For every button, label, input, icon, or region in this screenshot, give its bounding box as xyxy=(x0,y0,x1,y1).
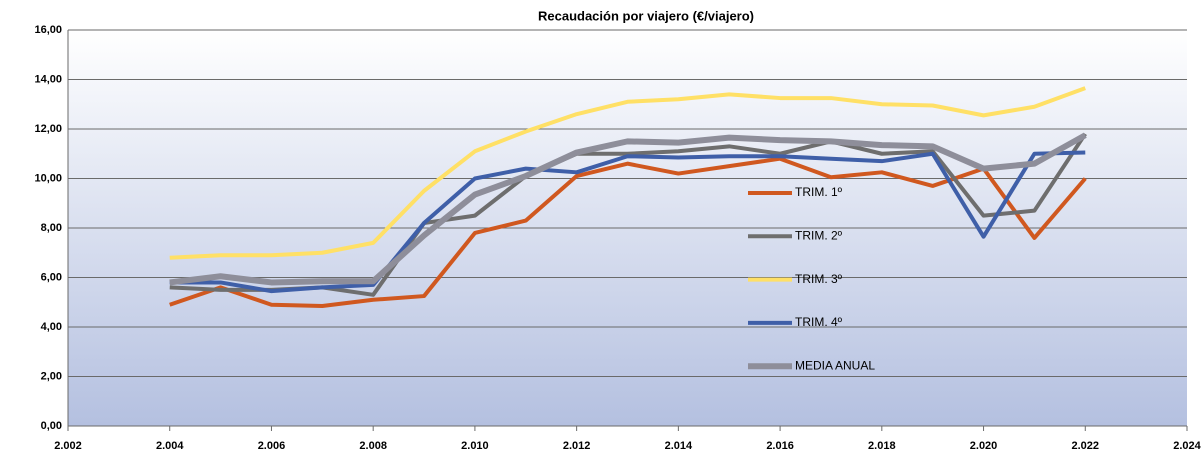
x-tick-label: 2.012 xyxy=(563,440,591,452)
series-line xyxy=(169,156,1087,308)
y-tick-label: 4,00 xyxy=(41,321,62,333)
y-tick-label: 14,00 xyxy=(34,73,62,85)
y-tick-label: 6,00 xyxy=(41,271,62,283)
x-tick-label: 2.008 xyxy=(359,440,387,452)
y-tick-label: 0,00 xyxy=(41,420,62,432)
y-tick-label: 12,00 xyxy=(34,123,62,135)
legend-label: TRIM. 3º xyxy=(795,272,843,286)
x-tick-label: 2.004 xyxy=(156,440,184,452)
y-tick-label: 2,00 xyxy=(41,370,62,382)
series-line xyxy=(169,150,1086,294)
y-tick-label: 16,00 xyxy=(34,24,62,36)
series-line xyxy=(169,132,1087,286)
x-tick-label: 2.002 xyxy=(54,440,82,452)
x-tick-label: 2.006 xyxy=(258,440,286,452)
legend-label: TRIM. 2º xyxy=(795,228,843,242)
series-line xyxy=(169,86,1086,260)
legend-label: MEDIA ANUAL xyxy=(795,358,875,372)
x-tick-label: 2.014 xyxy=(665,440,693,452)
x-tick-label: 2.020 xyxy=(970,440,998,452)
y-tick-label: 8,00 xyxy=(41,222,62,234)
x-tick-label: 2.022 xyxy=(1072,440,1100,452)
legend-label: TRIM. 1º xyxy=(795,185,843,199)
y-tick-label: 10,00 xyxy=(34,172,62,184)
legend-label: TRIM. 4º xyxy=(795,315,843,329)
x-tick-label: 2.024 xyxy=(1173,440,1201,452)
x-tick-label: 2.016 xyxy=(766,440,794,452)
x-tick-label: 2.018 xyxy=(868,440,896,452)
x-tick-label: 2.010 xyxy=(461,440,489,452)
chart-title: Recaudación por viajero (€/viajero) xyxy=(538,8,754,23)
